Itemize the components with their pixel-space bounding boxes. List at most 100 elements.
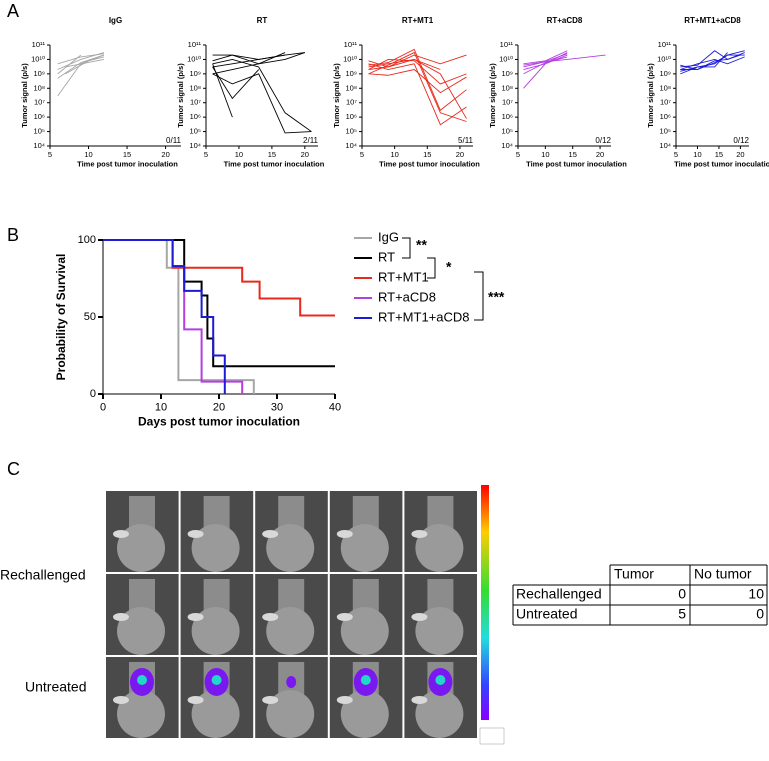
series-line	[523, 54, 606, 68]
y-tick-label: 10¹¹	[344, 40, 358, 49]
y-tick-label: 10¹¹	[188, 40, 202, 49]
bracket	[474, 271, 484, 321]
colorbar	[481, 485, 489, 720]
mouse	[415, 690, 464, 738]
x-tick-label: 15	[715, 150, 723, 159]
series-line	[523, 50, 568, 65]
paw	[262, 696, 279, 704]
paw	[411, 613, 428, 621]
x-tick-label: 20	[301, 150, 309, 159]
mouse	[415, 607, 464, 655]
x-tick-label: 5	[516, 150, 520, 159]
series-line	[212, 54, 286, 62]
y-tick-label: 10⁴	[345, 141, 357, 150]
y-tick-label: 10⁵	[502, 127, 513, 136]
x-tick-label: 20	[456, 150, 464, 159]
series-line	[212, 73, 312, 134]
x-axis-label: Time post tumor inoculation	[224, 160, 325, 169]
mouse	[415, 524, 464, 572]
y-axis-label: Tumor signal (p/s)	[488, 63, 497, 128]
legend-label: RT+MT1+aCD8	[378, 309, 470, 324]
y-axis-label: Tumor signal (p/s)	[20, 63, 29, 128]
series-line	[57, 54, 82, 75]
y-tick-label: 10⁸	[33, 83, 45, 92]
significance: *	[446, 259, 452, 275]
table-cell: 5	[678, 606, 686, 622]
mouse	[266, 607, 315, 655]
mouse	[117, 607, 165, 655]
panel-label: B	[7, 225, 19, 245]
y-tick-label: 10¹⁰	[657, 54, 671, 63]
table-header: Tumor	[614, 566, 654, 582]
x-tick-label: 15	[569, 150, 577, 159]
table-header: No tumor	[694, 566, 752, 582]
y-tick-label: 10⁹	[189, 69, 201, 78]
y-tick-label: 10⁸	[189, 83, 201, 92]
x-tick-label: 10	[235, 150, 243, 159]
x-tick-label: 5	[360, 150, 364, 159]
x-tick-label: 40	[329, 402, 341, 414]
y-tick-label: 10¹⁰	[187, 54, 201, 63]
signal	[286, 676, 297, 688]
y-tick-label: 10⁷	[190, 98, 201, 107]
table-cell: Untreated	[516, 606, 577, 622]
significance: **	[416, 237, 427, 253]
paw	[336, 530, 353, 538]
paw	[411, 530, 428, 538]
x-tick-label: 30	[271, 402, 283, 414]
mouse	[191, 607, 240, 655]
signal-core	[211, 675, 222, 685]
mouse	[117, 690, 165, 738]
x-tick-label: 5	[204, 150, 208, 159]
series-line	[368, 63, 467, 126]
colorbar-caption	[479, 727, 505, 745]
y-tick-label: 10⁷	[34, 98, 45, 107]
annotation: 0/11	[166, 136, 182, 145]
row-label: Rechallenged	[0, 567, 86, 583]
series-line	[680, 56, 745, 70]
x-tick-label: 0	[100, 402, 106, 414]
paw	[411, 696, 428, 704]
paw	[113, 696, 129, 704]
y-tick-label: 10⁸	[345, 83, 357, 92]
mouse	[340, 524, 389, 572]
annotation: 5/11	[458, 136, 474, 145]
series-line	[368, 58, 467, 85]
y-tick-label: 10⁹	[501, 69, 513, 78]
series-line	[212, 58, 312, 132]
chart-title: RT+MT1+aCD8	[684, 16, 741, 25]
y-tick-label: 10⁴	[659, 141, 671, 150]
mouse	[117, 524, 165, 572]
legend-label: RT+MT1	[378, 269, 429, 284]
series-line	[103, 239, 255, 394]
x-axis-label: Time post tumor inoculation	[674, 160, 769, 169]
image-grid	[105, 490, 478, 739]
y-tick-label: 10⁴	[501, 141, 513, 150]
x-tick-label: 10	[155, 402, 167, 414]
row-label: Untreated	[25, 679, 86, 695]
x-tick-label: 10	[541, 150, 549, 159]
y-tick-label: 10⁶	[190, 112, 201, 121]
chart-title: RT+MT1	[402, 16, 434, 25]
series-line	[65, 58, 105, 68]
x-axis-label: Days post tumor inoculation	[138, 414, 300, 428]
panel-label: A	[7, 1, 19, 21]
annotation: 2/11	[303, 136, 319, 145]
series-line	[523, 53, 568, 66]
table-cell: 0	[756, 606, 764, 622]
series-line	[57, 53, 105, 65]
series-line	[57, 54, 105, 79]
significance: ***	[488, 289, 505, 305]
y-tick-label: 10⁶	[346, 112, 357, 121]
bracket	[427, 257, 436, 279]
mouse	[191, 524, 240, 572]
annotation: 0/12	[595, 136, 611, 145]
y-tick-label: 10¹¹	[500, 40, 514, 49]
y-axis-label: Probability of Survival	[54, 254, 68, 381]
series-line	[368, 69, 467, 94]
series-line	[680, 54, 745, 70]
x-axis-label: Time post tumor inoculation	[379, 160, 480, 169]
paw	[262, 530, 279, 538]
annotation: 0/12	[733, 136, 749, 145]
x-tick-label: 15	[123, 150, 131, 159]
